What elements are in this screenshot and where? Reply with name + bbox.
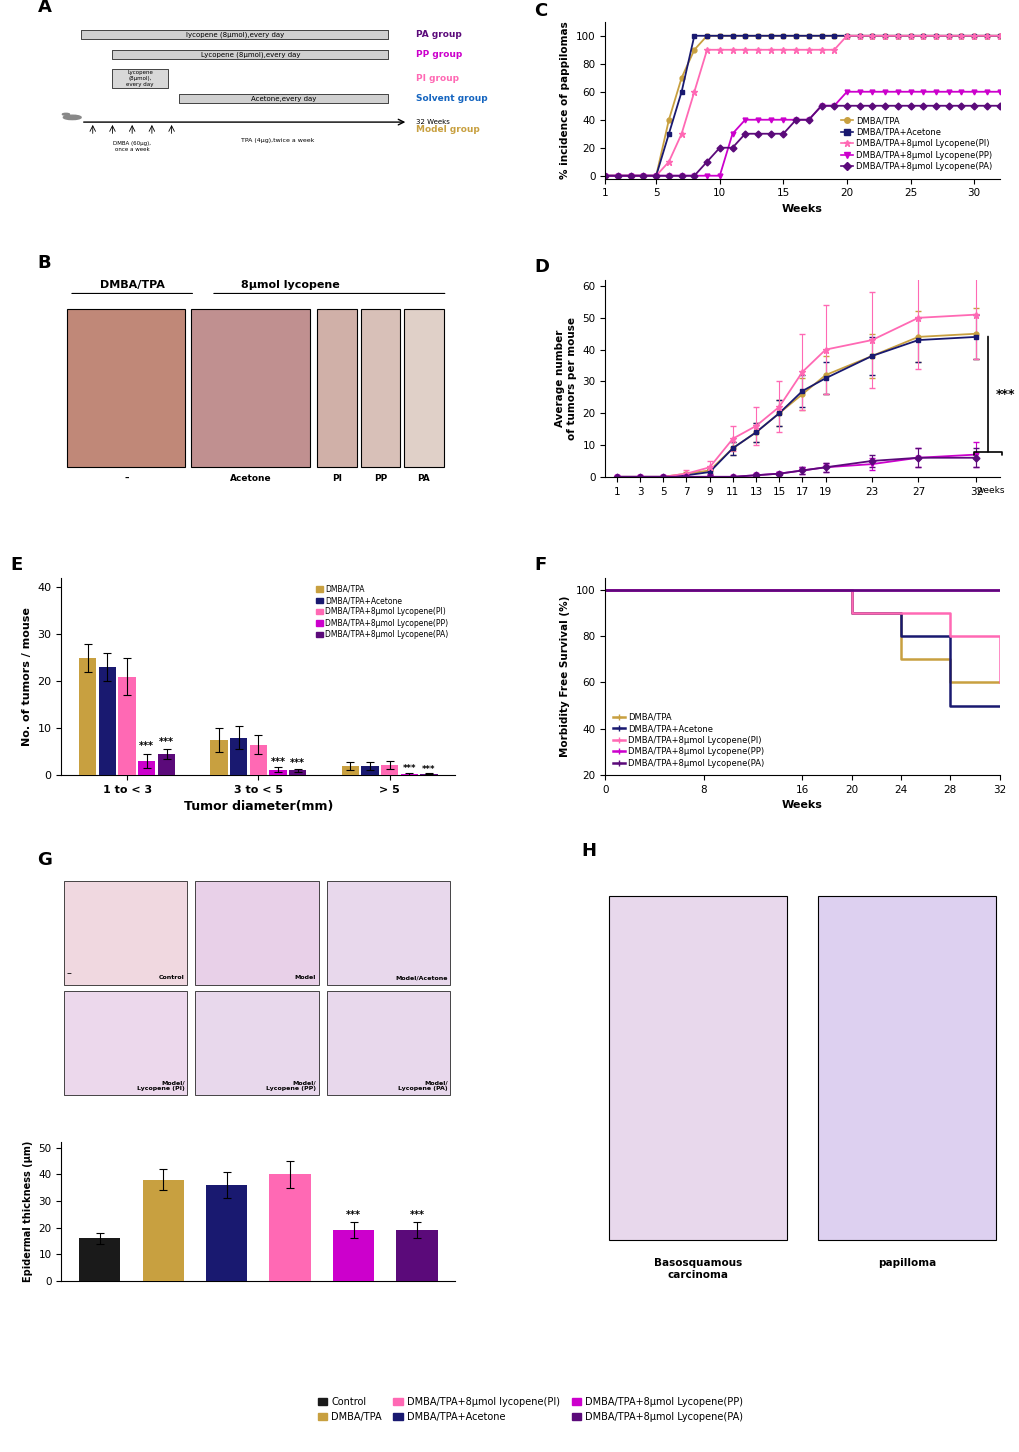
- X-axis label: Weeks: Weeks: [782, 203, 822, 213]
- Bar: [67, 309, 185, 468]
- Text: Model/Acetone: Model/Acetone: [394, 976, 447, 980]
- Text: B: B: [38, 254, 51, 272]
- Text: ***: ***: [290, 758, 305, 768]
- Bar: [326, 881, 449, 984]
- Bar: [326, 992, 449, 1095]
- Text: Model/
Lycopene (PP): Model/ Lycopene (PP): [266, 1080, 316, 1090]
- Bar: [269, 1175, 311, 1281]
- Text: ***: ***: [345, 1211, 361, 1220]
- Text: Control: Control: [159, 976, 184, 980]
- Text: PA group: PA group: [416, 30, 462, 39]
- Text: DMBA (60μg),
once a week: DMBA (60μg), once a week: [113, 141, 151, 151]
- Text: papilloma: papilloma: [877, 1259, 935, 1269]
- Bar: [317, 309, 357, 468]
- Text: DMBA/TPA: DMBA/TPA: [100, 280, 164, 289]
- Text: TPA (4μg),twice a week: TPA (4μg),twice a week: [242, 138, 315, 142]
- Text: –: –: [66, 968, 71, 979]
- Bar: [229, 738, 247, 775]
- Legend: Control, DMBA/TPA, DMBA/TPA+8μmol lycopene(PI), DMBA/TPA+Acetone, DMBA/TPA+8μmol: Control, DMBA/TPA, DMBA/TPA+8μmol lycope…: [313, 1394, 747, 1426]
- Text: PI: PI: [332, 473, 341, 484]
- Bar: [192, 309, 310, 468]
- Bar: [79, 1239, 120, 1281]
- Text: A: A: [38, 0, 51, 16]
- Text: Model group: Model group: [416, 125, 479, 135]
- Text: PP group: PP group: [416, 51, 462, 60]
- Bar: [79, 658, 97, 775]
- Text: C: C: [534, 1, 547, 19]
- Text: 32 Weeks: 32 Weeks: [416, 119, 449, 125]
- Text: ***: ***: [996, 388, 1015, 401]
- Text: ***: ***: [140, 742, 154, 751]
- Bar: [64, 992, 187, 1095]
- Text: ***: ***: [403, 764, 416, 774]
- Ellipse shape: [62, 113, 69, 115]
- Text: H: H: [581, 842, 596, 860]
- Text: –: –: [124, 473, 128, 484]
- Legend: DMBA/TPA, DMBA/TPA+Acetone, DMBA/TPA+8μmol Lycopene(PI), DMBA/TPA+8μmol Lycopene: DMBA/TPA, DMBA/TPA+Acetone, DMBA/TPA+8μm…: [313, 582, 451, 642]
- Text: PI group: PI group: [416, 74, 459, 83]
- Text: ***: ***: [409, 1211, 424, 1220]
- Text: Model/
Lycopene (PA): Model/ Lycopene (PA): [397, 1080, 447, 1090]
- Bar: [817, 896, 995, 1240]
- Bar: [361, 765, 378, 775]
- Y-axis label: Morbidity Free Survival (%): Morbidity Free Survival (%): [559, 595, 570, 758]
- Text: Model/
Lycopene (PI): Model/ Lycopene (PI): [137, 1080, 184, 1090]
- Text: Model: Model: [294, 976, 316, 980]
- Legend: DMBA/TPA, DMBA/TPA+Acetone, DMBA/TPA+8μmol Lycopene(PI), DMBA/TPA+8μmol Lycopene: DMBA/TPA, DMBA/TPA+Acetone, DMBA/TPA+8μm…: [837, 113, 995, 174]
- Y-axis label: No. of tumors / mouse: No. of tumors / mouse: [21, 607, 32, 746]
- Ellipse shape: [63, 115, 82, 119]
- Bar: [99, 666, 116, 775]
- Bar: [250, 745, 267, 775]
- Text: lycopene (8μmol),every day: lycopene (8μmol),every day: [185, 30, 283, 38]
- Bar: [195, 881, 319, 984]
- X-axis label: Weeks: Weeks: [782, 800, 822, 810]
- Text: E: E: [10, 556, 22, 574]
- Bar: [210, 741, 227, 775]
- Text: F: F: [534, 556, 546, 574]
- Text: PP: PP: [374, 473, 387, 484]
- Text: Acetone: Acetone: [229, 473, 271, 484]
- Text: ***: ***: [422, 765, 435, 774]
- Text: ***: ***: [270, 756, 285, 767]
- Bar: [64, 881, 187, 984]
- Bar: [288, 771, 306, 775]
- Y-axis label: Epidermal thickness (μm): Epidermal thickness (μm): [22, 1141, 33, 1282]
- Bar: [118, 677, 136, 775]
- Text: ***: ***: [159, 736, 174, 746]
- Text: D: D: [534, 258, 549, 276]
- Text: Lycopene (8μmol),every day: Lycopene (8μmol),every day: [201, 51, 300, 58]
- Y-axis label: Average number
of tumors per mouse: Average number of tumors per mouse: [554, 317, 577, 440]
- Text: weeks: weeks: [976, 486, 1005, 495]
- Bar: [269, 770, 286, 775]
- Text: Solvent group: Solvent group: [416, 94, 487, 103]
- Text: Lycopene
(8μmol),
every day: Lycopene (8μmol), every day: [126, 70, 154, 87]
- Bar: [206, 1185, 247, 1281]
- Bar: [332, 1230, 374, 1281]
- Bar: [158, 754, 175, 775]
- Bar: [608, 896, 786, 1240]
- Text: 8μmol lycopene: 8μmol lycopene: [240, 280, 339, 289]
- Bar: [396, 1230, 437, 1281]
- Text: PA: PA: [417, 473, 430, 484]
- Bar: [138, 761, 155, 775]
- Bar: [143, 1179, 183, 1281]
- Bar: [380, 765, 397, 775]
- Y-axis label: % incidence of pappilomas: % incidence of pappilomas: [559, 22, 570, 179]
- Bar: [361, 309, 399, 468]
- Text: Acetone,every day: Acetone,every day: [251, 96, 316, 102]
- Bar: [404, 309, 443, 468]
- Bar: [195, 992, 319, 1095]
- X-axis label: Tumor diameter(mm): Tumor diameter(mm): [183, 800, 333, 813]
- Bar: [341, 765, 359, 775]
- Text: Basosquamous
carcinoma: Basosquamous carcinoma: [653, 1259, 742, 1281]
- Text: G: G: [38, 851, 52, 870]
- Legend: DMBA/TPA, DMBA/TPA+Acetone, DMBA/TPA+8μmol Lycopene(PI), DMBA/TPA+8μmol Lycopene: DMBA/TPA, DMBA/TPA+Acetone, DMBA/TPA+8μm…: [609, 709, 766, 771]
